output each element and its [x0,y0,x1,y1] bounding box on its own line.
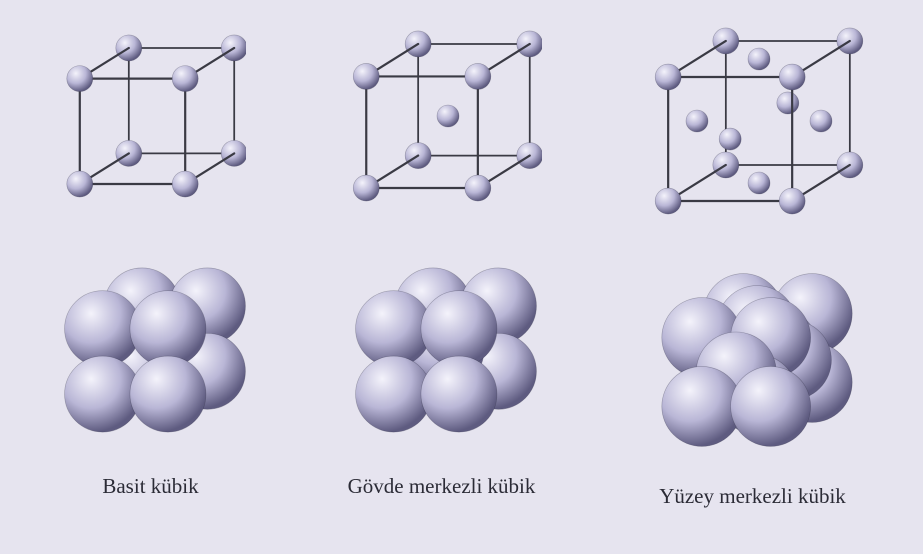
column-simple-cubic: Basit kübik [36,10,266,499]
unit-cell-simple-cubic [56,10,246,210]
unit-cell-bcc [342,10,542,210]
column-body-centered-cubic: Gövde merkezli kübik [317,10,567,499]
packed-bcc [317,210,567,470]
caption-bcc: Gövde merkezli kübik [348,474,536,499]
crystal-structures-figure: Basit kübik Gövde merkezli kübik Yüzey m… [0,0,923,554]
packed-simple-cubic [36,210,266,470]
caption-simple-cubic: Basit kübik [102,474,198,499]
caption-fcc: Yüzey merkezli kübik [659,484,846,509]
column-face-centered-cubic: Yüzey merkezli kübik [618,10,888,509]
packed-fcc [618,220,888,480]
unit-cell-fcc [638,10,868,220]
